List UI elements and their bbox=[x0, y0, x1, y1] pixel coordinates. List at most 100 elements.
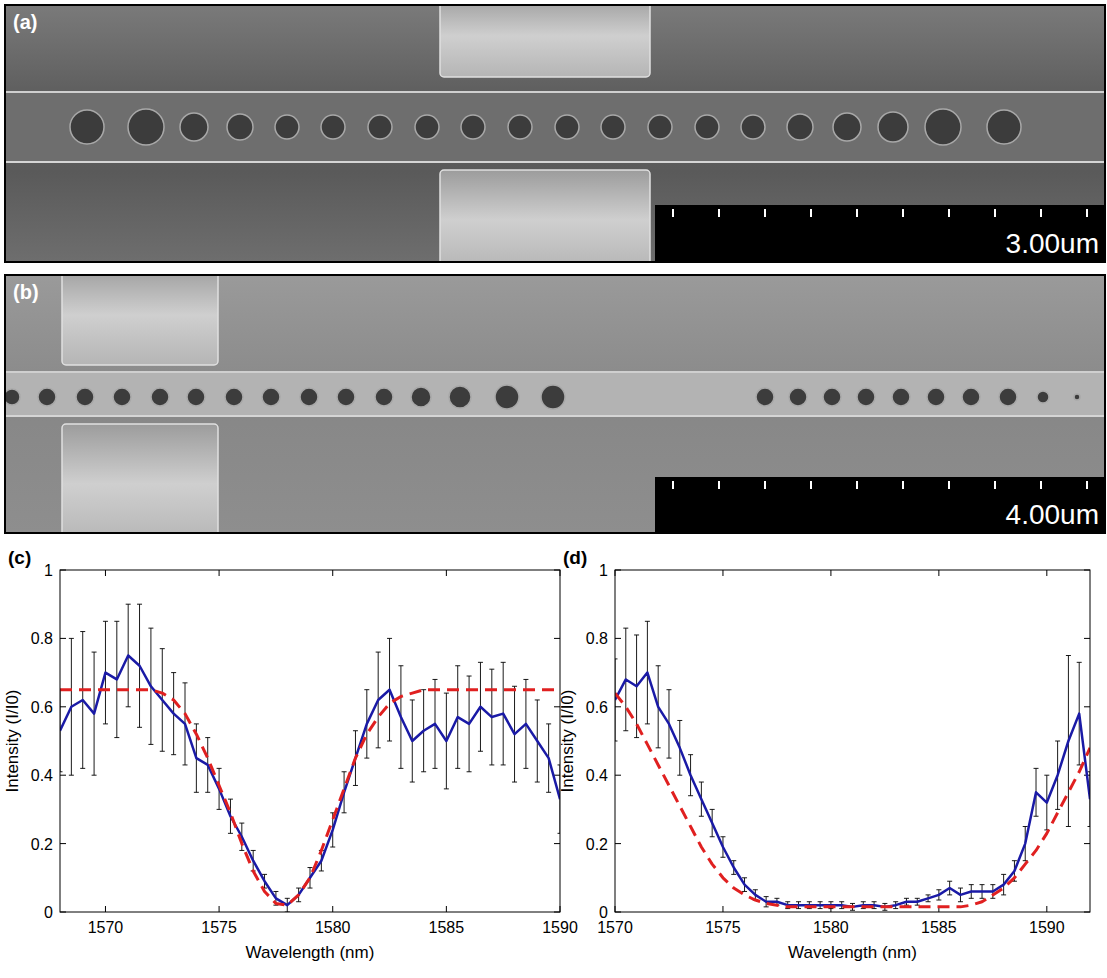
hole bbox=[275, 115, 299, 139]
x-tick bbox=[722, 906, 723, 912]
hole bbox=[892, 388, 910, 406]
scale-bar-tick bbox=[718, 481, 720, 489]
hole bbox=[741, 115, 765, 139]
scale-bar-tick bbox=[810, 481, 812, 489]
scale-bar-tick bbox=[948, 481, 950, 489]
y-tick-label: 0 bbox=[44, 904, 53, 921]
sem-frame bbox=[5, 275, 1105, 533]
hole bbox=[789, 388, 807, 406]
panel-label: (c) bbox=[8, 547, 31, 568]
y-axis-title: Intensity (I/I0) bbox=[558, 690, 577, 793]
y-axis-title: Intensity (I/I0) bbox=[3, 690, 22, 793]
x-tick-label: 1590 bbox=[1029, 919, 1065, 936]
scale-bar-tick bbox=[902, 481, 904, 489]
hole bbox=[927, 388, 945, 406]
hole bbox=[180, 113, 208, 141]
x-tick-label: 1580 bbox=[813, 919, 849, 936]
hole bbox=[321, 115, 345, 139]
y-tick bbox=[554, 638, 560, 639]
y-tick-label: 0.2 bbox=[586, 836, 608, 853]
hole bbox=[70, 110, 104, 144]
y-tick bbox=[615, 638, 621, 639]
hole bbox=[415, 115, 439, 139]
panel-label: (d) bbox=[563, 547, 587, 568]
hole bbox=[1074, 394, 1080, 400]
scale-bar-tick bbox=[994, 481, 996, 489]
hole bbox=[5, 389, 20, 405]
beam-edge bbox=[5, 91, 1105, 93]
hole bbox=[962, 388, 980, 406]
x-tick bbox=[105, 906, 106, 912]
scale-bar-tick bbox=[1040, 481, 1042, 489]
beam-edge bbox=[5, 161, 1105, 163]
hole bbox=[833, 113, 861, 141]
scale-bar-tick bbox=[856, 481, 858, 489]
hole bbox=[187, 388, 205, 406]
x-tick-label: 1570 bbox=[597, 919, 633, 936]
y-tick-label: 0.6 bbox=[31, 699, 53, 716]
x-tick-label: 1580 bbox=[315, 919, 351, 936]
plot-frame bbox=[60, 570, 560, 912]
y-tick bbox=[1084, 843, 1090, 844]
hole bbox=[449, 386, 471, 408]
hole bbox=[1037, 391, 1049, 403]
pad bbox=[440, 170, 650, 262]
axes bbox=[60, 570, 560, 912]
y-tick bbox=[60, 706, 66, 707]
scale-bar-tick bbox=[902, 209, 904, 217]
hole bbox=[987, 110, 1021, 144]
pad bbox=[62, 424, 218, 533]
hole bbox=[76, 388, 94, 406]
y-tick bbox=[615, 706, 621, 707]
y-tick bbox=[615, 775, 621, 776]
scale-bar-tick bbox=[1086, 481, 1088, 489]
scale-bar-tick bbox=[994, 209, 996, 217]
x-tick bbox=[219, 570, 220, 576]
x-tick bbox=[446, 906, 447, 912]
hole bbox=[368, 115, 392, 139]
scale-bar-box bbox=[655, 205, 1105, 262]
y-tick-label: 0.6 bbox=[586, 699, 608, 716]
x-tick bbox=[1046, 570, 1047, 576]
x-tick-label: 1585 bbox=[921, 919, 957, 936]
y-tick-label: 1 bbox=[599, 562, 608, 579]
x-tick bbox=[332, 570, 333, 576]
hole bbox=[555, 115, 579, 139]
hole bbox=[151, 388, 169, 406]
scale-bar-tick bbox=[764, 209, 766, 217]
plot-background bbox=[60, 570, 560, 912]
y-tick bbox=[554, 843, 560, 844]
hole bbox=[541, 385, 565, 409]
scale-bar-tick bbox=[1086, 209, 1088, 217]
x-tick-label: 1585 bbox=[429, 919, 465, 936]
sem-image bbox=[5, 275, 1105, 533]
hole bbox=[495, 385, 519, 409]
scale-bar-tick bbox=[948, 209, 950, 217]
x-tick bbox=[722, 570, 723, 576]
y-tick bbox=[60, 843, 66, 844]
y-tick bbox=[60, 638, 66, 639]
hole bbox=[113, 388, 131, 406]
scale-bar-tick bbox=[856, 209, 858, 217]
hole bbox=[756, 388, 774, 406]
y-tick bbox=[60, 775, 66, 776]
beam bbox=[5, 92, 1105, 162]
x-axis-title: Wavelength (nm) bbox=[246, 943, 375, 962]
y-tick-label: 0.4 bbox=[31, 767, 53, 784]
beam bbox=[5, 372, 1105, 416]
hole bbox=[411, 387, 431, 407]
pad bbox=[62, 275, 218, 365]
hole bbox=[925, 109, 961, 145]
plot-frame bbox=[615, 570, 1090, 912]
hole bbox=[601, 115, 625, 139]
scale-bar-tick bbox=[672, 481, 674, 489]
x-tick bbox=[332, 906, 333, 912]
y-tick-label: 0.8 bbox=[31, 630, 53, 647]
scale-bar-tick bbox=[1040, 209, 1042, 217]
hole bbox=[648, 115, 672, 139]
plot-data bbox=[60, 604, 560, 912]
data-line bbox=[60, 656, 560, 906]
scale-bar-box bbox=[655, 477, 1105, 533]
scale-bar-label: 4.00um bbox=[1006, 499, 1099, 530]
hole bbox=[225, 388, 243, 406]
